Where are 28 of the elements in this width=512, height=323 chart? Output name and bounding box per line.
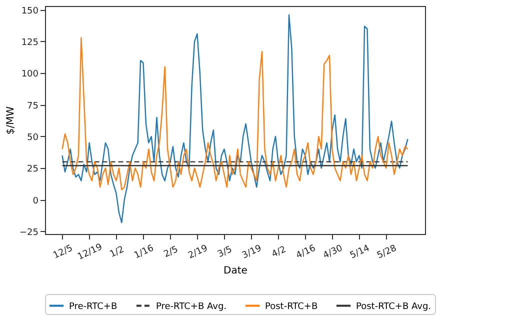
legend-label: Pre-RTC+B bbox=[69, 302, 118, 312]
x-tick-label: 1/16 bbox=[132, 243, 156, 262]
legend-label: Post-RTC+B Avg. bbox=[356, 302, 432, 312]
line-series bbox=[62, 14, 408, 224]
x-tick-label: 5/28 bbox=[376, 243, 399, 262]
y-tick-label: 125 bbox=[21, 38, 38, 48]
x-tick-label: 12/5 bbox=[52, 244, 74, 262]
y-tick-label: 150 bbox=[21, 6, 39, 16]
y-axis-title: $/MW bbox=[6, 106, 17, 135]
y-tick-label: 25 bbox=[27, 164, 38, 175]
x-tick-label: 4/16 bbox=[294, 243, 318, 262]
x-tick-label: 5/14 bbox=[348, 243, 372, 262]
legend-label: Pre-RTC+B Avg. bbox=[156, 302, 227, 312]
legend-label: Post-RTC+B bbox=[265, 302, 318, 312]
x-tick-label: 4/30 bbox=[322, 243, 345, 262]
x-tick-label: 4/2 bbox=[270, 244, 288, 260]
x-tick-label: 2/19 bbox=[186, 243, 210, 262]
x-axis-title: Date bbox=[224, 266, 248, 277]
y-tick-label: 50 bbox=[27, 132, 39, 143]
x-tick-label: 3/19 bbox=[240, 243, 264, 262]
x-tick-label: 1/2 bbox=[108, 244, 126, 260]
y-tick-label: −25 bbox=[20, 228, 38, 238]
y-tick-label: 0 bbox=[32, 196, 39, 206]
y-tick-label: 75 bbox=[27, 101, 38, 112]
y-tick-label: 100 bbox=[21, 70, 39, 80]
line-series bbox=[62, 37, 408, 190]
x-tick-label: 3/5 bbox=[216, 244, 234, 260]
x-tick-label: 2/5 bbox=[162, 244, 180, 260]
